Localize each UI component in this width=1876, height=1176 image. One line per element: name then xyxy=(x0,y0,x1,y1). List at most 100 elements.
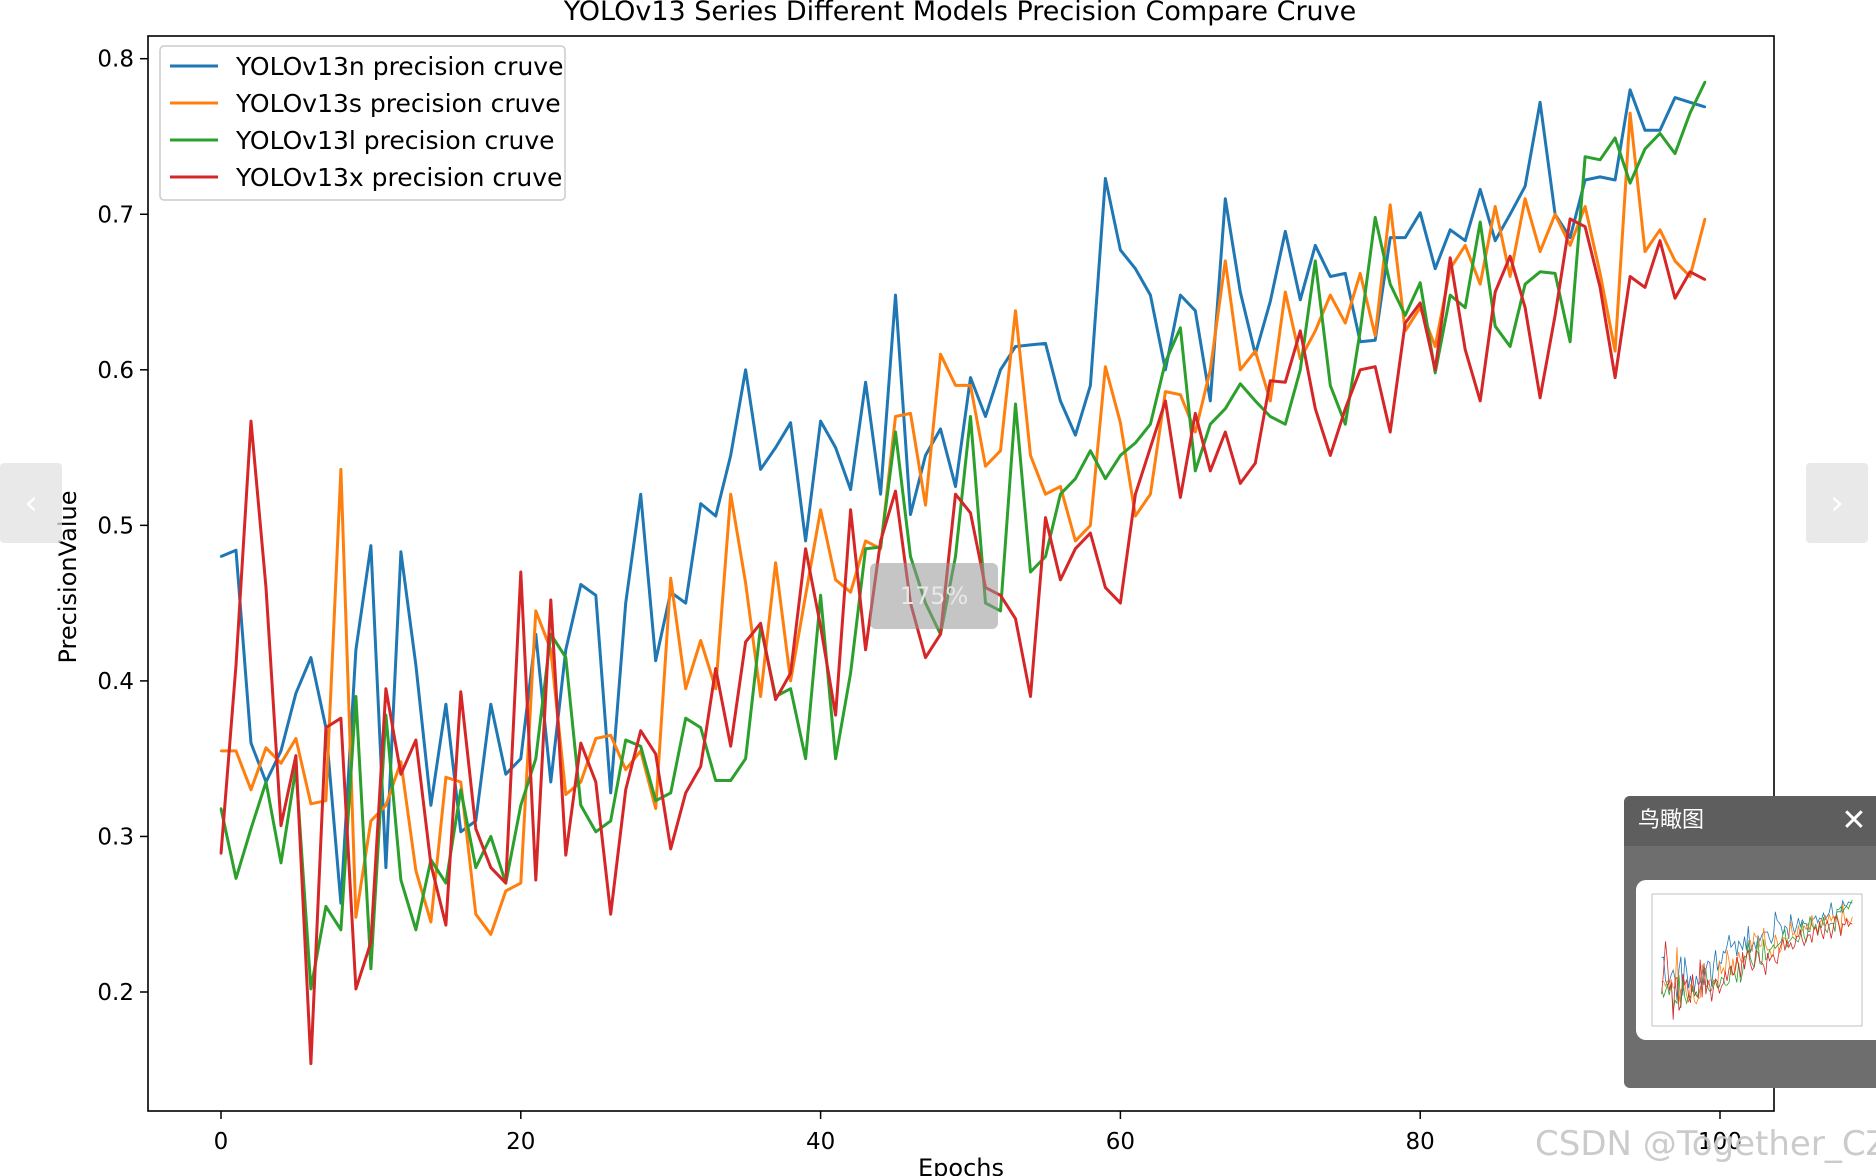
data-point xyxy=(1658,132,1662,135)
data-point xyxy=(279,861,283,865)
data-point xyxy=(639,745,642,748)
data-point xyxy=(399,773,403,776)
data-point xyxy=(519,881,522,885)
watermark: CSDN @Together_CZ xyxy=(1535,1124,1876,1164)
data-point xyxy=(249,741,253,745)
data-point xyxy=(594,737,597,740)
next-image-button[interactable]: › xyxy=(1806,463,1868,543)
data-point xyxy=(564,853,567,857)
prev-image-button[interactable]: ‹ xyxy=(0,463,62,543)
legend: YOLOv13n precision cruve YOLOv13s precisi… xyxy=(159,45,566,201)
data-point xyxy=(1703,278,1707,281)
data-point xyxy=(1374,216,1377,219)
data-point xyxy=(1658,129,1662,132)
data-point xyxy=(549,598,552,602)
data-point xyxy=(1523,306,1527,309)
data-point xyxy=(414,928,418,931)
data-point xyxy=(789,679,792,683)
data-point xyxy=(1508,255,1512,258)
data-point xyxy=(1404,236,1407,239)
data-point xyxy=(264,586,268,589)
data-point xyxy=(1523,185,1527,188)
data-point xyxy=(1329,275,1332,278)
data-point xyxy=(1613,178,1617,182)
data-point xyxy=(954,555,957,558)
data-point xyxy=(954,384,957,387)
data-point xyxy=(414,664,418,667)
data-point xyxy=(1658,239,1662,242)
data-point xyxy=(474,913,477,916)
series-line-yolov13s xyxy=(221,111,1707,936)
y-tick-label: 0.5 xyxy=(97,513,134,539)
data-point xyxy=(1254,349,1257,353)
data-point xyxy=(1508,275,1512,278)
data-point xyxy=(219,852,223,855)
x-tick-label: 80 xyxy=(1406,1129,1435,1155)
data-point xyxy=(984,465,987,468)
data-point xyxy=(1494,205,1497,208)
data-point xyxy=(774,698,777,701)
x-axis-label: Epochs xyxy=(918,1154,1004,1176)
data-point xyxy=(1104,365,1107,368)
data-point xyxy=(1464,348,1467,351)
birdseye-thumbnail[interactable] xyxy=(1636,880,1876,1040)
data-point xyxy=(1359,329,1362,333)
birdseye-panel[interactable]: 鸟瞰图 ✕ xyxy=(1624,796,1876,1088)
close-icon[interactable]: ✕ xyxy=(1841,803,1867,838)
data-point xyxy=(1059,485,1062,488)
data-point xyxy=(879,539,882,543)
data-point xyxy=(834,757,837,760)
x-tick-label: 0 xyxy=(214,1129,229,1155)
data-point xyxy=(819,419,822,423)
data-point xyxy=(1269,300,1272,303)
data-point xyxy=(969,415,972,418)
data-point xyxy=(1568,217,1572,221)
data-point xyxy=(1479,399,1482,403)
data-point xyxy=(474,827,477,830)
data-point xyxy=(309,1062,313,1065)
data-point xyxy=(294,754,298,757)
data-point xyxy=(489,835,492,838)
data-point xyxy=(1494,325,1497,328)
data-point xyxy=(1179,293,1182,297)
data-point xyxy=(924,503,927,507)
data-point xyxy=(699,502,702,505)
data-point xyxy=(1613,136,1617,140)
data-point xyxy=(324,726,328,729)
data-point xyxy=(1583,225,1587,228)
data-point xyxy=(489,703,492,706)
chevron-right-icon: › xyxy=(1830,483,1844,523)
data-point xyxy=(1628,275,1632,278)
data-point xyxy=(864,381,867,384)
data-point xyxy=(429,804,433,807)
data-point xyxy=(1314,329,1317,333)
data-point xyxy=(1359,272,1362,275)
data-point xyxy=(834,446,837,449)
data-point xyxy=(1508,345,1512,348)
data-point xyxy=(534,609,537,613)
data-point xyxy=(1224,407,1227,410)
data-point xyxy=(849,591,852,594)
data-point xyxy=(324,905,328,908)
data-point xyxy=(1209,399,1212,403)
data-point xyxy=(759,695,762,698)
data-point xyxy=(309,656,313,659)
data-point xyxy=(1179,393,1182,396)
data-point xyxy=(1374,334,1377,337)
data-point xyxy=(1344,423,1347,426)
data-point xyxy=(444,776,448,779)
data-point xyxy=(1419,301,1422,305)
data-point xyxy=(1329,454,1332,457)
data-point xyxy=(444,881,448,885)
data-point xyxy=(939,633,942,636)
data-point xyxy=(1089,524,1092,527)
data-point xyxy=(1299,368,1302,371)
data-point xyxy=(1344,272,1347,275)
data-point xyxy=(1209,423,1212,426)
data-point xyxy=(1029,454,1032,457)
data-point xyxy=(264,780,268,784)
data-point xyxy=(624,738,627,742)
data-point xyxy=(1389,283,1392,286)
data-point xyxy=(849,488,852,491)
y-tick-label: 0.8 xyxy=(97,47,134,73)
